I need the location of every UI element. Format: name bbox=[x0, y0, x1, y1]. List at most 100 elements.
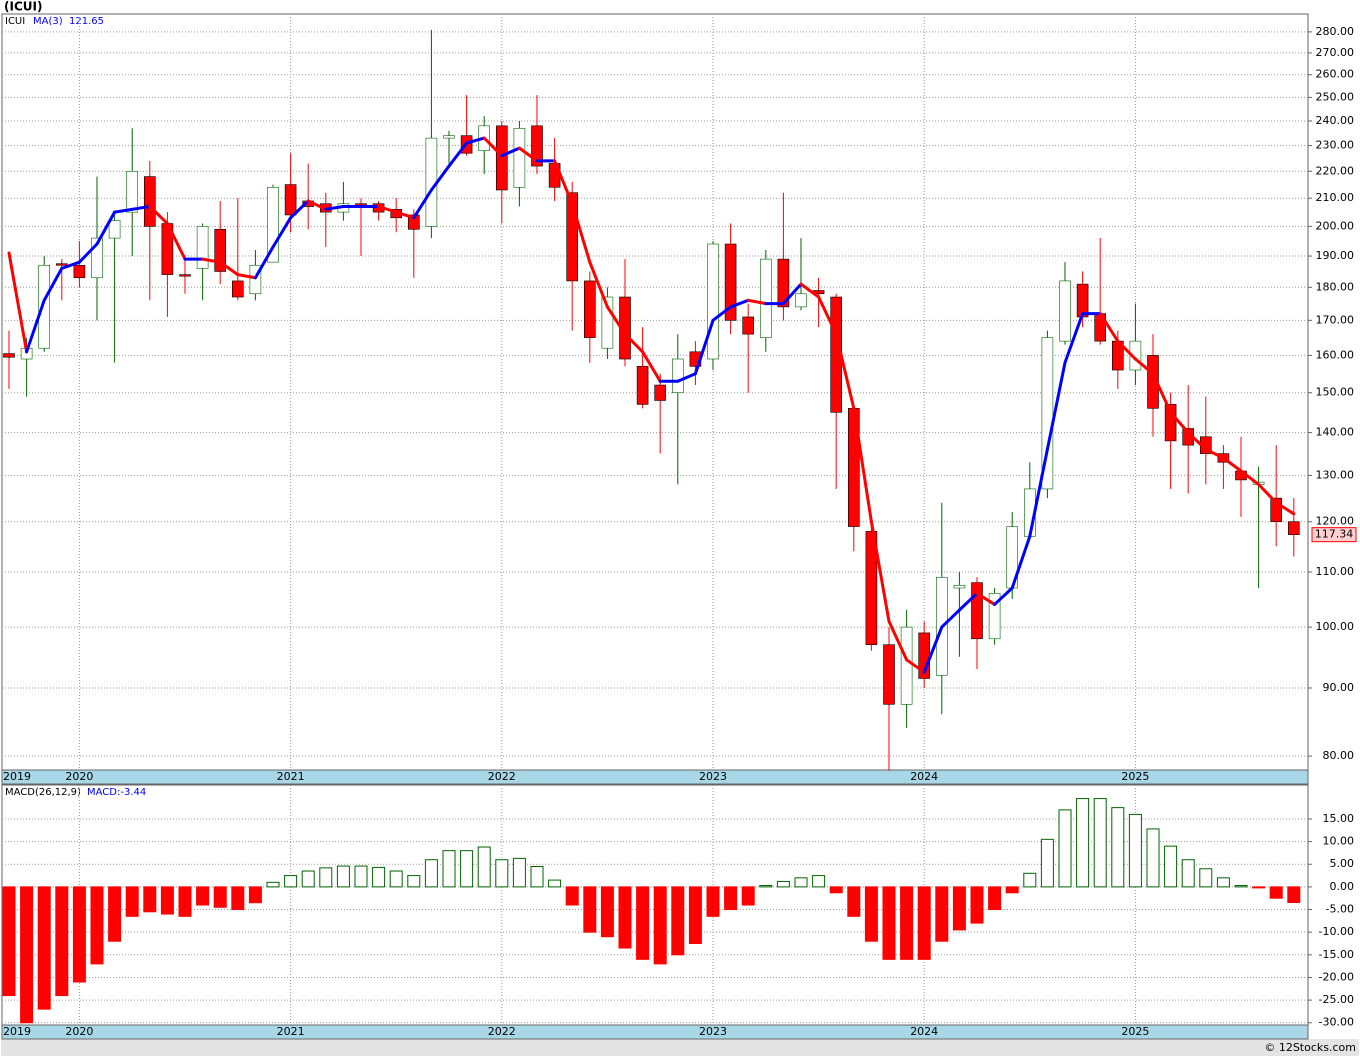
y-tick-label: -5.00 bbox=[1326, 903, 1354, 916]
y-tick-label: 10.00 bbox=[1323, 835, 1355, 848]
candle-body bbox=[988, 593, 1001, 640]
candle-body bbox=[883, 644, 895, 705]
candle-body bbox=[566, 192, 579, 282]
ma-segment bbox=[1221, 456, 1243, 473]
macd-bar bbox=[125, 886, 139, 917]
ma-segment bbox=[693, 318, 715, 376]
macd-bar bbox=[20, 886, 34, 1024]
ma-segment bbox=[676, 372, 697, 383]
candle-body bbox=[407, 214, 420, 230]
macd-bar bbox=[336, 865, 350, 888]
candle-body bbox=[443, 135, 455, 139]
ma-segment bbox=[905, 658, 926, 674]
macd-bar bbox=[160, 886, 174, 915]
macd-bar bbox=[108, 886, 122, 942]
candle-body bbox=[73, 264, 86, 279]
macd-bar bbox=[618, 886, 632, 949]
last-price: 117.34 bbox=[1315, 528, 1354, 541]
macd-bar bbox=[847, 886, 861, 917]
candle-body bbox=[1147, 355, 1159, 409]
ma-segment bbox=[1063, 312, 1085, 365]
watermark: © 12Stocks.com bbox=[1264, 1041, 1356, 1054]
ma-segment bbox=[412, 188, 433, 220]
ma-segment bbox=[940, 608, 961, 629]
y-tick-label: -25.00 bbox=[1319, 993, 1354, 1006]
ma-segment bbox=[218, 260, 240, 277]
macd-bar bbox=[724, 886, 738, 911]
ma-segment bbox=[869, 520, 891, 623]
macd-bar bbox=[389, 870, 403, 888]
ma-segment bbox=[729, 298, 750, 309]
macd-bar bbox=[1076, 798, 1090, 888]
ma-segment bbox=[95, 210, 117, 246]
legend-ma: MA(3) bbox=[33, 16, 63, 27]
candle-body bbox=[724, 243, 737, 321]
macd-bar bbox=[1181, 859, 1195, 888]
candle-body bbox=[900, 626, 913, 705]
ma-segment bbox=[324, 205, 345, 211]
y-tick-label: 140.00 bbox=[1316, 426, 1355, 439]
macd-bar bbox=[301, 870, 315, 888]
candle-body bbox=[707, 243, 719, 360]
macd-bar bbox=[37, 886, 51, 1010]
macd-bar bbox=[213, 886, 227, 908]
candle-body bbox=[232, 280, 244, 298]
macd-bar bbox=[1005, 886, 1019, 894]
macd-bar bbox=[1199, 868, 1213, 888]
ma-segment bbox=[834, 332, 856, 410]
macd-bar bbox=[2, 886, 16, 997]
macd-bar bbox=[1252, 886, 1266, 889]
candle-body bbox=[777, 258, 790, 308]
footer bbox=[1, 1039, 1359, 1056]
macd-bar bbox=[812, 875, 826, 888]
candle-body bbox=[759, 258, 772, 338]
macd-bar bbox=[759, 885, 773, 888]
ma-segment bbox=[799, 282, 821, 299]
x-tick-label: 2024 bbox=[910, 1025, 938, 1038]
candle-body bbox=[583, 280, 596, 338]
macd-bar bbox=[548, 879, 562, 888]
ma-segment bbox=[781, 282, 803, 306]
x-axis-strip bbox=[1, 1024, 1309, 1040]
ma-segment bbox=[148, 205, 169, 226]
macd-bar bbox=[1287, 886, 1301, 903]
y-tick-label: -20.00 bbox=[1319, 970, 1354, 983]
macd-bar bbox=[1164, 845, 1178, 888]
x-tick-label: 2019 bbox=[3, 1025, 31, 1038]
candle-body bbox=[1164, 404, 1177, 442]
ma-segment bbox=[113, 207, 134, 214]
ma-segment bbox=[1239, 469, 1261, 486]
macd-bar bbox=[952, 886, 966, 931]
x-tick-label: 2023 bbox=[699, 1025, 727, 1038]
macd-bar bbox=[442, 850, 456, 888]
ma-segment bbox=[130, 205, 152, 211]
ma-segment bbox=[975, 591, 997, 606]
candle-body bbox=[953, 584, 966, 589]
candle-body bbox=[971, 582, 983, 640]
ma-segment bbox=[993, 586, 1014, 606]
y-tick-label: 210.00 bbox=[1316, 191, 1355, 204]
candle-body bbox=[3, 353, 15, 358]
ma-segment bbox=[517, 146, 539, 163]
macd-bar bbox=[1128, 813, 1142, 888]
ma-segment bbox=[852, 406, 873, 524]
y-tick-label: 180.00 bbox=[1316, 280, 1355, 293]
y-tick-label: 240.00 bbox=[1316, 114, 1355, 127]
ma-segment bbox=[1151, 372, 1173, 414]
ma-segment bbox=[887, 619, 909, 662]
macd-bar bbox=[970, 886, 984, 924]
title: (ICUI) bbox=[4, 0, 42, 14]
ma-segment bbox=[271, 216, 293, 249]
ma-segment bbox=[922, 625, 944, 674]
macd-bar bbox=[776, 880, 790, 888]
candle-body bbox=[1288, 521, 1300, 535]
legend-ma-value: 121.65 bbox=[69, 16, 104, 27]
macd-bar bbox=[741, 886, 755, 906]
ma-segment bbox=[500, 146, 521, 158]
y-tick-label: 130.00 bbox=[1316, 468, 1355, 481]
candle-body bbox=[795, 293, 807, 308]
ma-segment bbox=[201, 257, 222, 264]
ma-segment bbox=[1169, 410, 1190, 435]
macd-bar bbox=[266, 881, 280, 888]
